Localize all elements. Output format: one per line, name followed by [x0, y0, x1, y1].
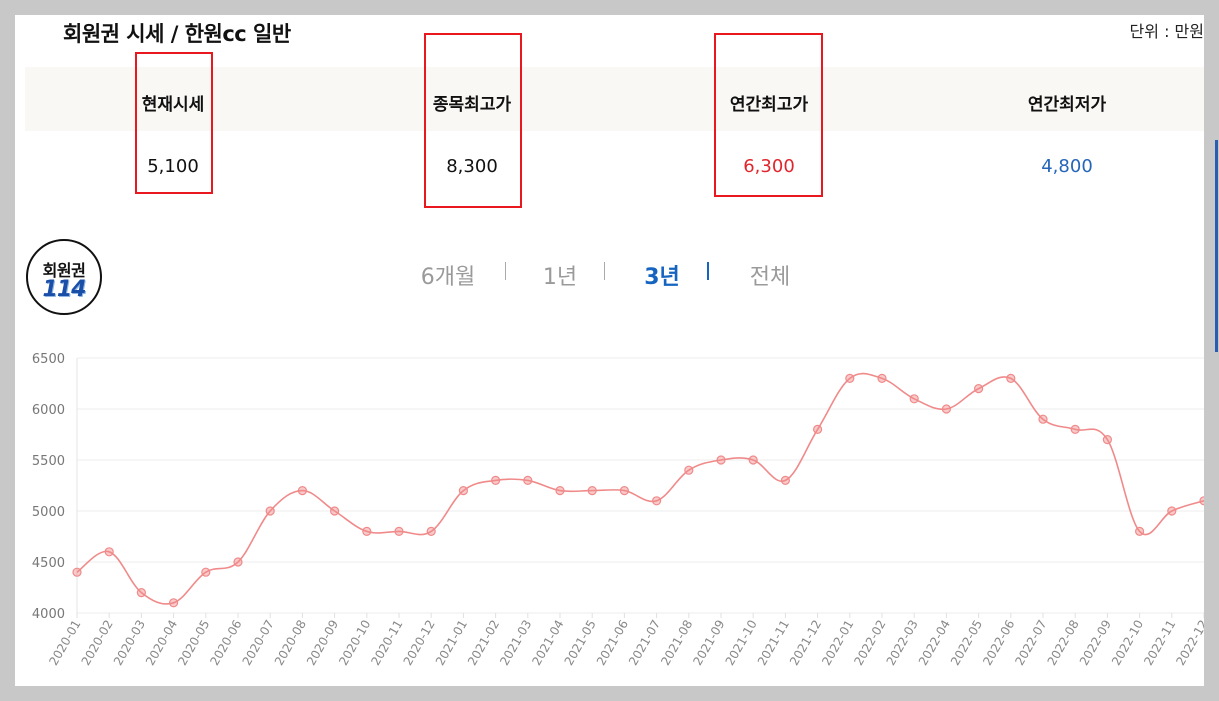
data-point	[1006, 373, 1016, 384]
data-point	[104, 547, 114, 557]
data-point	[973, 383, 984, 394]
price-line-chart: 4000450050005500600065002020-012020-0220…	[32, 352, 1204, 668]
stats-header-bar	[25, 67, 1204, 131]
stat-label-current: 현재시세	[141, 95, 205, 115]
data-point	[651, 496, 662, 506]
data-point	[1167, 506, 1177, 516]
tab-separator-active	[707, 262, 709, 280]
data-point	[716, 455, 726, 465]
scrollbar-edge[interactable]	[1215, 140, 1218, 352]
data-point	[1199, 496, 1204, 506]
price-panel: 회원권 시세 / 한원cc 일반 단위 : 만원 현재시세 종목최고가 연간최고…	[15, 15, 1204, 686]
highlight-box-current	[135, 52, 213, 194]
stat-value-annual-low: 4,800	[1041, 156, 1093, 177]
page-title: 회원권 시세 / 한원cc 일반	[63, 22, 291, 46]
data-point	[845, 373, 855, 384]
data-point	[72, 567, 82, 577]
tab-1-year[interactable]: 1년	[542, 265, 578, 290]
stat-value-annual-high: 6,300	[743, 156, 795, 177]
data-point	[394, 526, 404, 536]
data-point	[748, 455, 758, 465]
y-tick-label: 5500	[32, 454, 65, 469]
data-point	[941, 404, 952, 414]
data-point	[169, 598, 179, 608]
tab-3-years[interactable]: 3년	[644, 265, 680, 290]
y-tick-label: 4000	[32, 607, 65, 622]
logo: 회원권 114	[26, 239, 102, 315]
data-point	[909, 394, 919, 404]
data-point	[265, 506, 275, 516]
data-point	[587, 486, 597, 496]
data-point	[1038, 414, 1048, 424]
tab-separator	[604, 262, 605, 280]
data-point	[1070, 424, 1080, 435]
tab-separator	[505, 262, 506, 280]
tab-6-months[interactable]: 6개월	[420, 265, 476, 290]
y-tick-label: 4500	[32, 556, 65, 571]
data-point	[780, 475, 791, 485]
unit-label: 단위 : 만원	[1129, 22, 1204, 41]
data-point	[555, 486, 565, 496]
data-point	[684, 465, 694, 475]
highlight-box-all-time-high	[424, 33, 522, 208]
data-point	[136, 588, 147, 598]
stat-label-annual-low: 연간최저가	[1027, 95, 1107, 115]
data-point	[619, 486, 630, 496]
y-tick-label: 5000	[32, 505, 65, 520]
data-point	[297, 486, 307, 496]
data-point	[201, 567, 211, 577]
data-point	[1102, 434, 1113, 445]
stat-value-current: 5,100	[147, 156, 199, 177]
logo-text: 회원권	[42, 261, 86, 280]
data-point	[1134, 526, 1145, 536]
data-point	[523, 475, 533, 485]
data-point	[458, 486, 468, 496]
data-point	[233, 557, 243, 567]
y-tick-label: 6000	[32, 403, 65, 418]
data-point	[877, 373, 887, 384]
data-point	[491, 475, 501, 485]
highlight-box-annual-high	[714, 33, 823, 197]
stat-label-all-time-high: 종목최고가	[432, 95, 512, 115]
series-line	[76, 372, 1204, 605]
logo-number: 114	[42, 277, 87, 302]
data-point	[362, 526, 372, 536]
tab-all[interactable]: 전체	[749, 265, 791, 290]
y-tick-label: 6500	[32, 352, 65, 367]
data-point	[330, 506, 340, 516]
data-point	[426, 526, 436, 536]
stat-value-all-time-high: 8,300	[446, 156, 498, 177]
data-point	[812, 424, 823, 435]
stat-label-annual-high: 연간최고가	[729, 95, 809, 115]
